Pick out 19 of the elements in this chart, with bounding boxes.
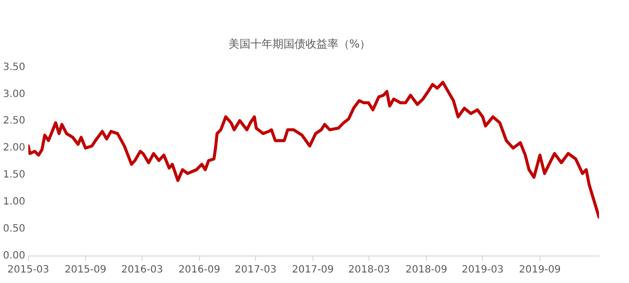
y-tick-label: 1.50 xyxy=(3,170,26,181)
x-tick-label: 2015-09 xyxy=(64,264,106,276)
x-tick-label: 2015-03 xyxy=(7,264,50,276)
x-tick-label: 2019-09 xyxy=(519,264,561,276)
x-tick-label: 2017-09 xyxy=(292,264,334,276)
x-tick-label: 2019-03 xyxy=(462,264,504,276)
y-tick-label: 2.50 xyxy=(3,116,26,127)
x-tick-label: 2016-09 xyxy=(178,264,220,276)
y-tick-label: 1.00 xyxy=(3,196,26,208)
x-tick-label: 2018-09 xyxy=(405,264,448,276)
y-tick-label: 0.00 xyxy=(3,250,26,262)
x-tick-label: 2017-03 xyxy=(234,264,277,276)
y-tick-label: 3.50 xyxy=(3,62,26,73)
y-tick-label: 3.00 xyxy=(3,88,26,100)
y-tick-label: 2.00 xyxy=(3,142,26,154)
x-tick-label: 2018-03 xyxy=(348,264,390,276)
chart-title: 美国十年期国债收益率（%） xyxy=(228,37,371,50)
y-tick-label: 0.50 xyxy=(3,224,26,235)
x-tick-label: 2016-03 xyxy=(121,264,163,276)
